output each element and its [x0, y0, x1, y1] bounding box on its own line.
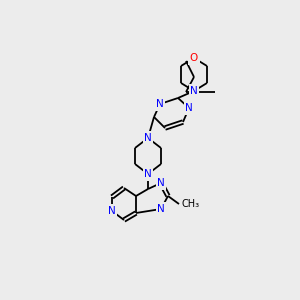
Text: N: N	[185, 103, 193, 113]
Text: N: N	[156, 99, 164, 109]
Text: N: N	[144, 133, 152, 143]
Text: N: N	[157, 178, 165, 188]
Text: N: N	[144, 169, 152, 179]
Text: N: N	[157, 204, 165, 214]
Text: N: N	[108, 206, 116, 216]
Text: CH₃: CH₃	[182, 199, 200, 209]
Text: N: N	[190, 86, 198, 96]
Text: O: O	[190, 53, 198, 63]
